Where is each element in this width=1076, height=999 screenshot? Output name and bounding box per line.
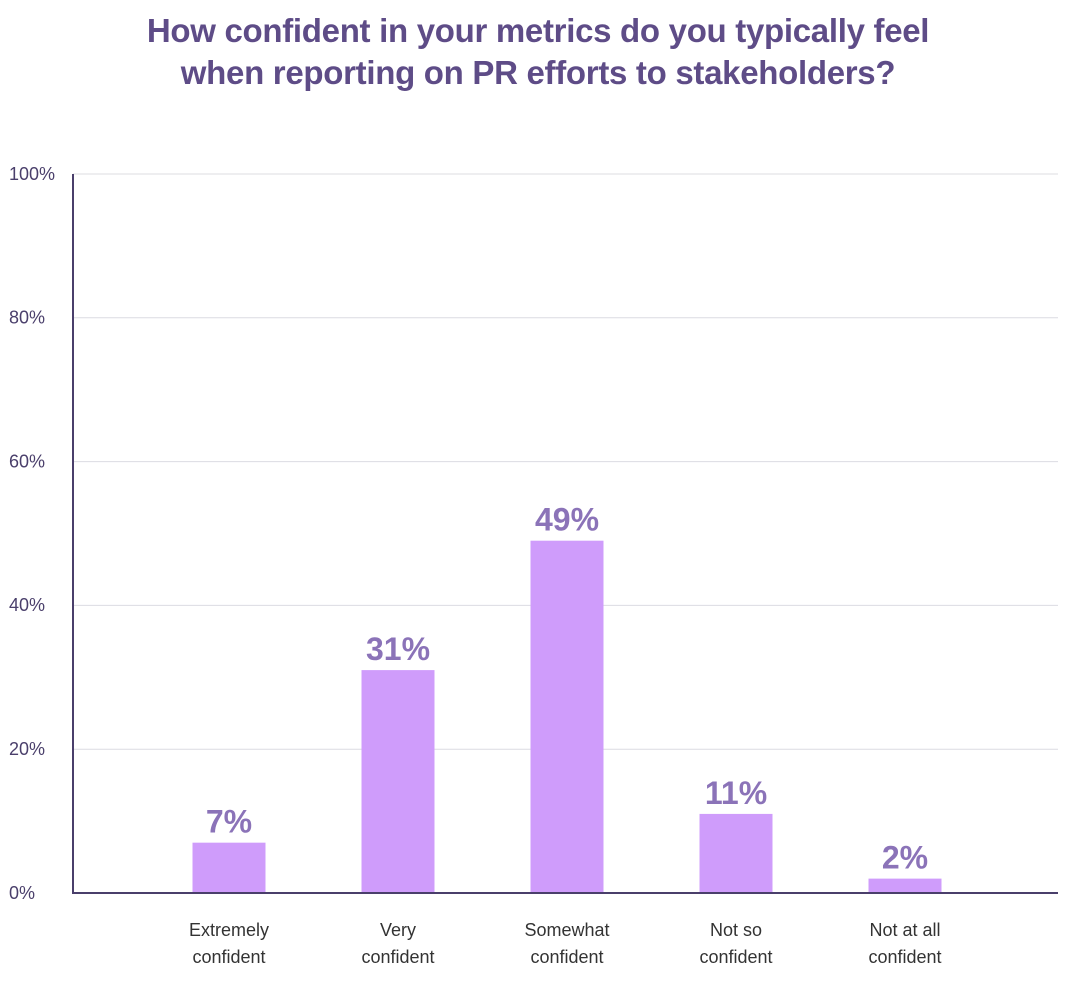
y-tick-label: 20% bbox=[9, 739, 45, 759]
y-tick-label: 0% bbox=[9, 883, 35, 903]
chart-title-line-2: when reporting on PR efforts to stakehol… bbox=[180, 54, 896, 91]
y-tick-label: 80% bbox=[9, 308, 45, 328]
y-tick-label: 60% bbox=[9, 451, 45, 471]
chart-title: How confident in your metrics do you typ… bbox=[0, 10, 1076, 94]
data-label: 2% bbox=[882, 840, 928, 876]
data-label: 11% bbox=[705, 775, 767, 811]
data-label: 49% bbox=[535, 502, 599, 538]
y-tick-label: 100% bbox=[9, 164, 55, 184]
x-category-label: confident bbox=[868, 947, 941, 967]
x-category-label: confident bbox=[361, 947, 434, 967]
x-category-label: Very bbox=[380, 920, 416, 940]
x-category-label: confident bbox=[530, 947, 603, 967]
y-tick-label: 40% bbox=[9, 595, 45, 615]
bar bbox=[192, 842, 266, 893]
bar bbox=[361, 670, 435, 893]
data-label: 31% bbox=[366, 631, 430, 667]
x-category-label: Not at all bbox=[869, 920, 940, 940]
x-category-label: Not so bbox=[710, 920, 762, 940]
bar bbox=[530, 540, 604, 893]
chart-title-line-1: How confident in your metrics do you typ… bbox=[146, 12, 930, 49]
x-category-label: Somewhat bbox=[524, 920, 609, 940]
x-category-label: confident bbox=[192, 947, 265, 967]
x-category-label: confident bbox=[699, 947, 772, 967]
data-label: 7% bbox=[206, 804, 252, 840]
bar bbox=[868, 878, 942, 893]
x-category-label: Extremely bbox=[189, 920, 269, 940]
bar bbox=[699, 813, 773, 893]
